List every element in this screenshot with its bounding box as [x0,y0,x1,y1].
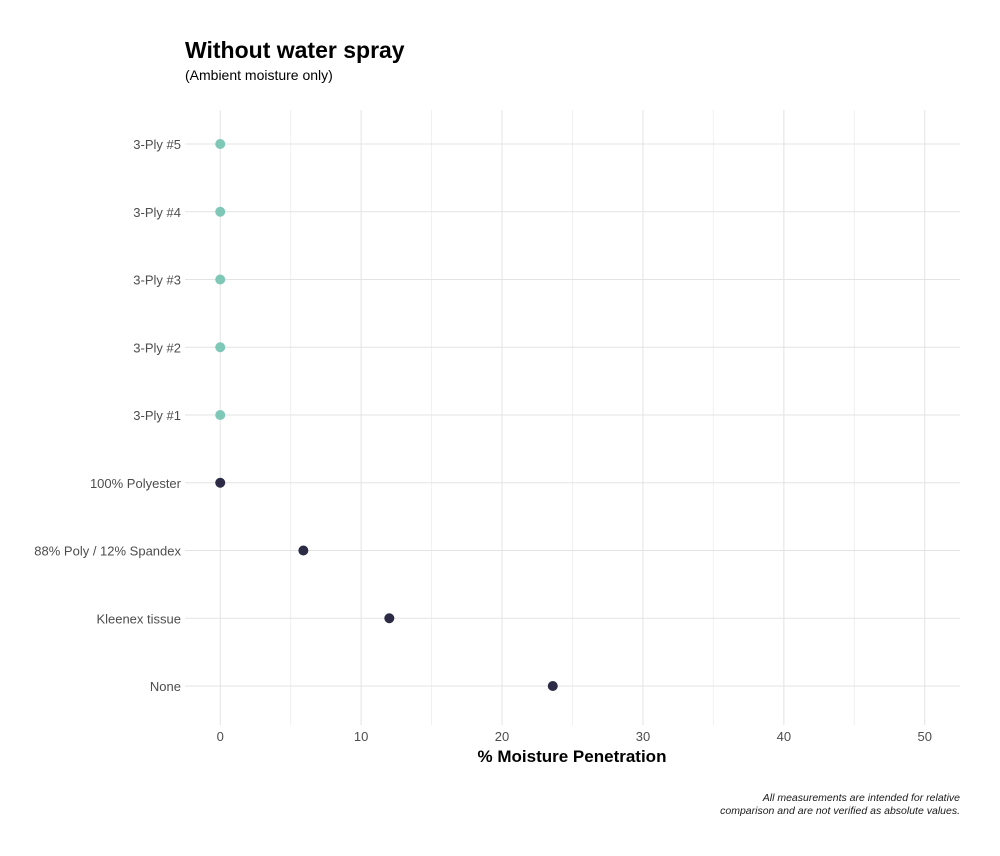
x-tick-label: 0 [217,729,224,744]
y-tick-label: None [150,679,181,694]
x-tick-label: 30 [636,729,650,744]
y-axis-ticks: 3-Ply #5 3-Ply #4 3-Ply #3 3-Ply #2 3-Ply #1… [34,137,181,694]
x-tick-label: 40 [777,729,791,744]
y-tick-label: Kleenex tissue [96,611,181,626]
data-point [547,681,558,691]
data-point [215,342,226,353]
y-tick-label: 3-Ply #4 [133,205,181,220]
data-point [215,410,226,420]
grid [185,110,960,725]
data-points [215,139,558,691]
data-point [215,206,226,217]
y-tick-label: 3-Ply #2 [133,340,181,355]
x-tick-label: 10 [354,729,368,744]
data-point [298,545,309,556]
y-tick-label: 100% Polyester [90,476,182,491]
y-tick-label: 3-Ply #3 [133,273,181,288]
chart-title: Without water spray [185,37,405,63]
data-point [215,477,226,488]
caption-line-1: All measurements are intended for relati… [762,792,960,804]
x-axis-label: % Moisture Penetration [478,747,667,766]
x-axis-ticks: 0 10 20 30 40 50 [217,729,932,744]
data-point [215,274,226,285]
y-tick-label: 3-Ply #1 [133,408,181,423]
data-point [384,613,395,624]
y-tick-label: 3-Ply #5 [133,137,181,152]
data-point [215,139,226,149]
caption-line-2: comparison and are not verified as absol… [720,805,960,817]
x-tick-label: 50 [918,729,932,744]
chart-subtitle: (Ambient moisture only) [185,67,333,83]
y-tick-label: 88% Poly / 12% Spandex [34,544,181,559]
x-tick-label: 20 [495,729,509,744]
